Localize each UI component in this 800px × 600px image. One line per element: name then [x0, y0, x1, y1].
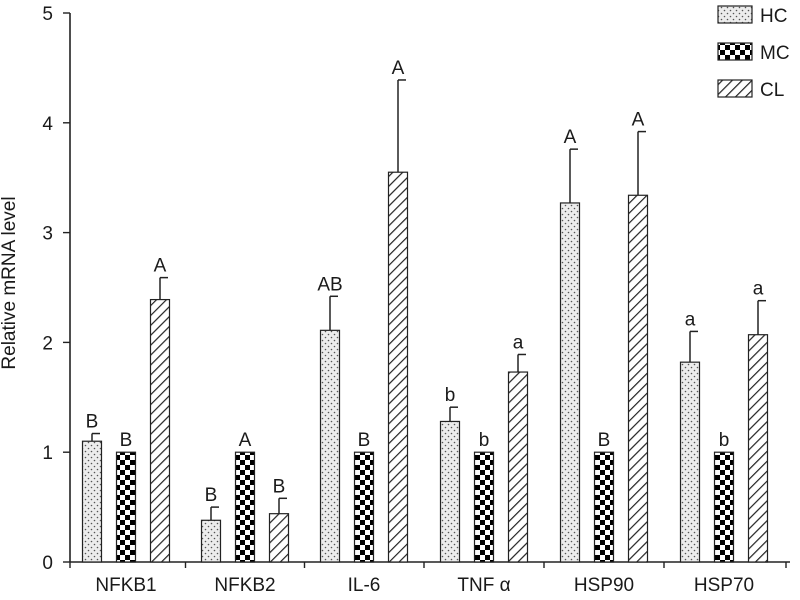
significance-label: B — [598, 430, 611, 451]
y-tick-label: 1 — [42, 443, 53, 464]
legend: HC MC CL — [717, 5, 790, 101]
legend-swatch-mc — [717, 42, 753, 61]
axes — [69, 13, 790, 563]
y-tick-label: 2 — [42, 333, 53, 354]
bars — [81, 171, 769, 563]
significance-label: A — [632, 110, 645, 131]
significance-label: A — [239, 430, 252, 451]
significance-label: B — [205, 485, 218, 506]
significance-label: B — [273, 476, 286, 497]
bar-cl — [149, 298, 171, 563]
significance-label: B — [86, 412, 99, 433]
significance-label: B — [120, 430, 133, 451]
significance-label: b — [479, 430, 490, 451]
significance-label: a — [513, 332, 524, 353]
bar-mc — [353, 451, 375, 563]
y-tick-label: 0 — [42, 553, 53, 574]
significance-label: a — [753, 279, 764, 300]
legend-label-cl: CL — [760, 80, 784, 101]
x-category-label: NFKB1 — [95, 575, 156, 596]
legend-swatch-cl — [717, 79, 753, 98]
bar-mc — [115, 451, 137, 563]
y-tick-label: 3 — [42, 224, 53, 245]
legend-label-hc: HC — [760, 6, 787, 27]
bar-cl — [387, 171, 409, 563]
bar-cl — [507, 371, 529, 563]
x-category-label: IL-6 — [348, 575, 381, 596]
bar-hc — [319, 329, 341, 563]
bar-cl — [268, 513, 290, 563]
x-category-label: NFKB2 — [214, 575, 275, 596]
legend-label-mc: MC — [760, 43, 790, 64]
y-axis-title: Relative mRNA level — [0, 196, 20, 369]
bar-hc — [679, 361, 701, 563]
bar-hc — [559, 202, 581, 563]
significance-label: b — [445, 385, 456, 406]
y-ticks: 0 1 2 3 4 5 — [42, 4, 70, 574]
significance-label: a — [685, 309, 696, 330]
bar-cl — [747, 334, 769, 563]
significance-label: b — [719, 430, 730, 451]
bar-hc — [81, 440, 103, 563]
bar-mc — [593, 451, 615, 563]
x-category-label: HSP90 — [574, 575, 634, 596]
x-categories: NFKB1 NFKB2 IL-6 TNF α HSP90 HSP70 — [69, 562, 787, 596]
legend-swatch-hc — [717, 5, 753, 24]
significance-label: A — [564, 127, 577, 148]
significance-label: A — [392, 58, 405, 79]
x-category-label: HSP70 — [694, 575, 754, 596]
bar-mc — [234, 451, 256, 563]
significance-label: A — [154, 256, 167, 277]
bar-cl — [627, 194, 649, 563]
y-tick-label: 4 — [42, 114, 53, 135]
error-bars — [91, 79, 766, 521]
significance-label: B — [358, 430, 371, 451]
bar-hc — [439, 420, 461, 563]
y-tick-label: 5 — [42, 4, 53, 25]
significance-label: AB — [317, 274, 342, 295]
x-category-label: TNF α — [457, 575, 510, 596]
bar-mc — [473, 451, 495, 563]
bar-mc — [713, 451, 735, 563]
bar-hc — [200, 519, 222, 563]
